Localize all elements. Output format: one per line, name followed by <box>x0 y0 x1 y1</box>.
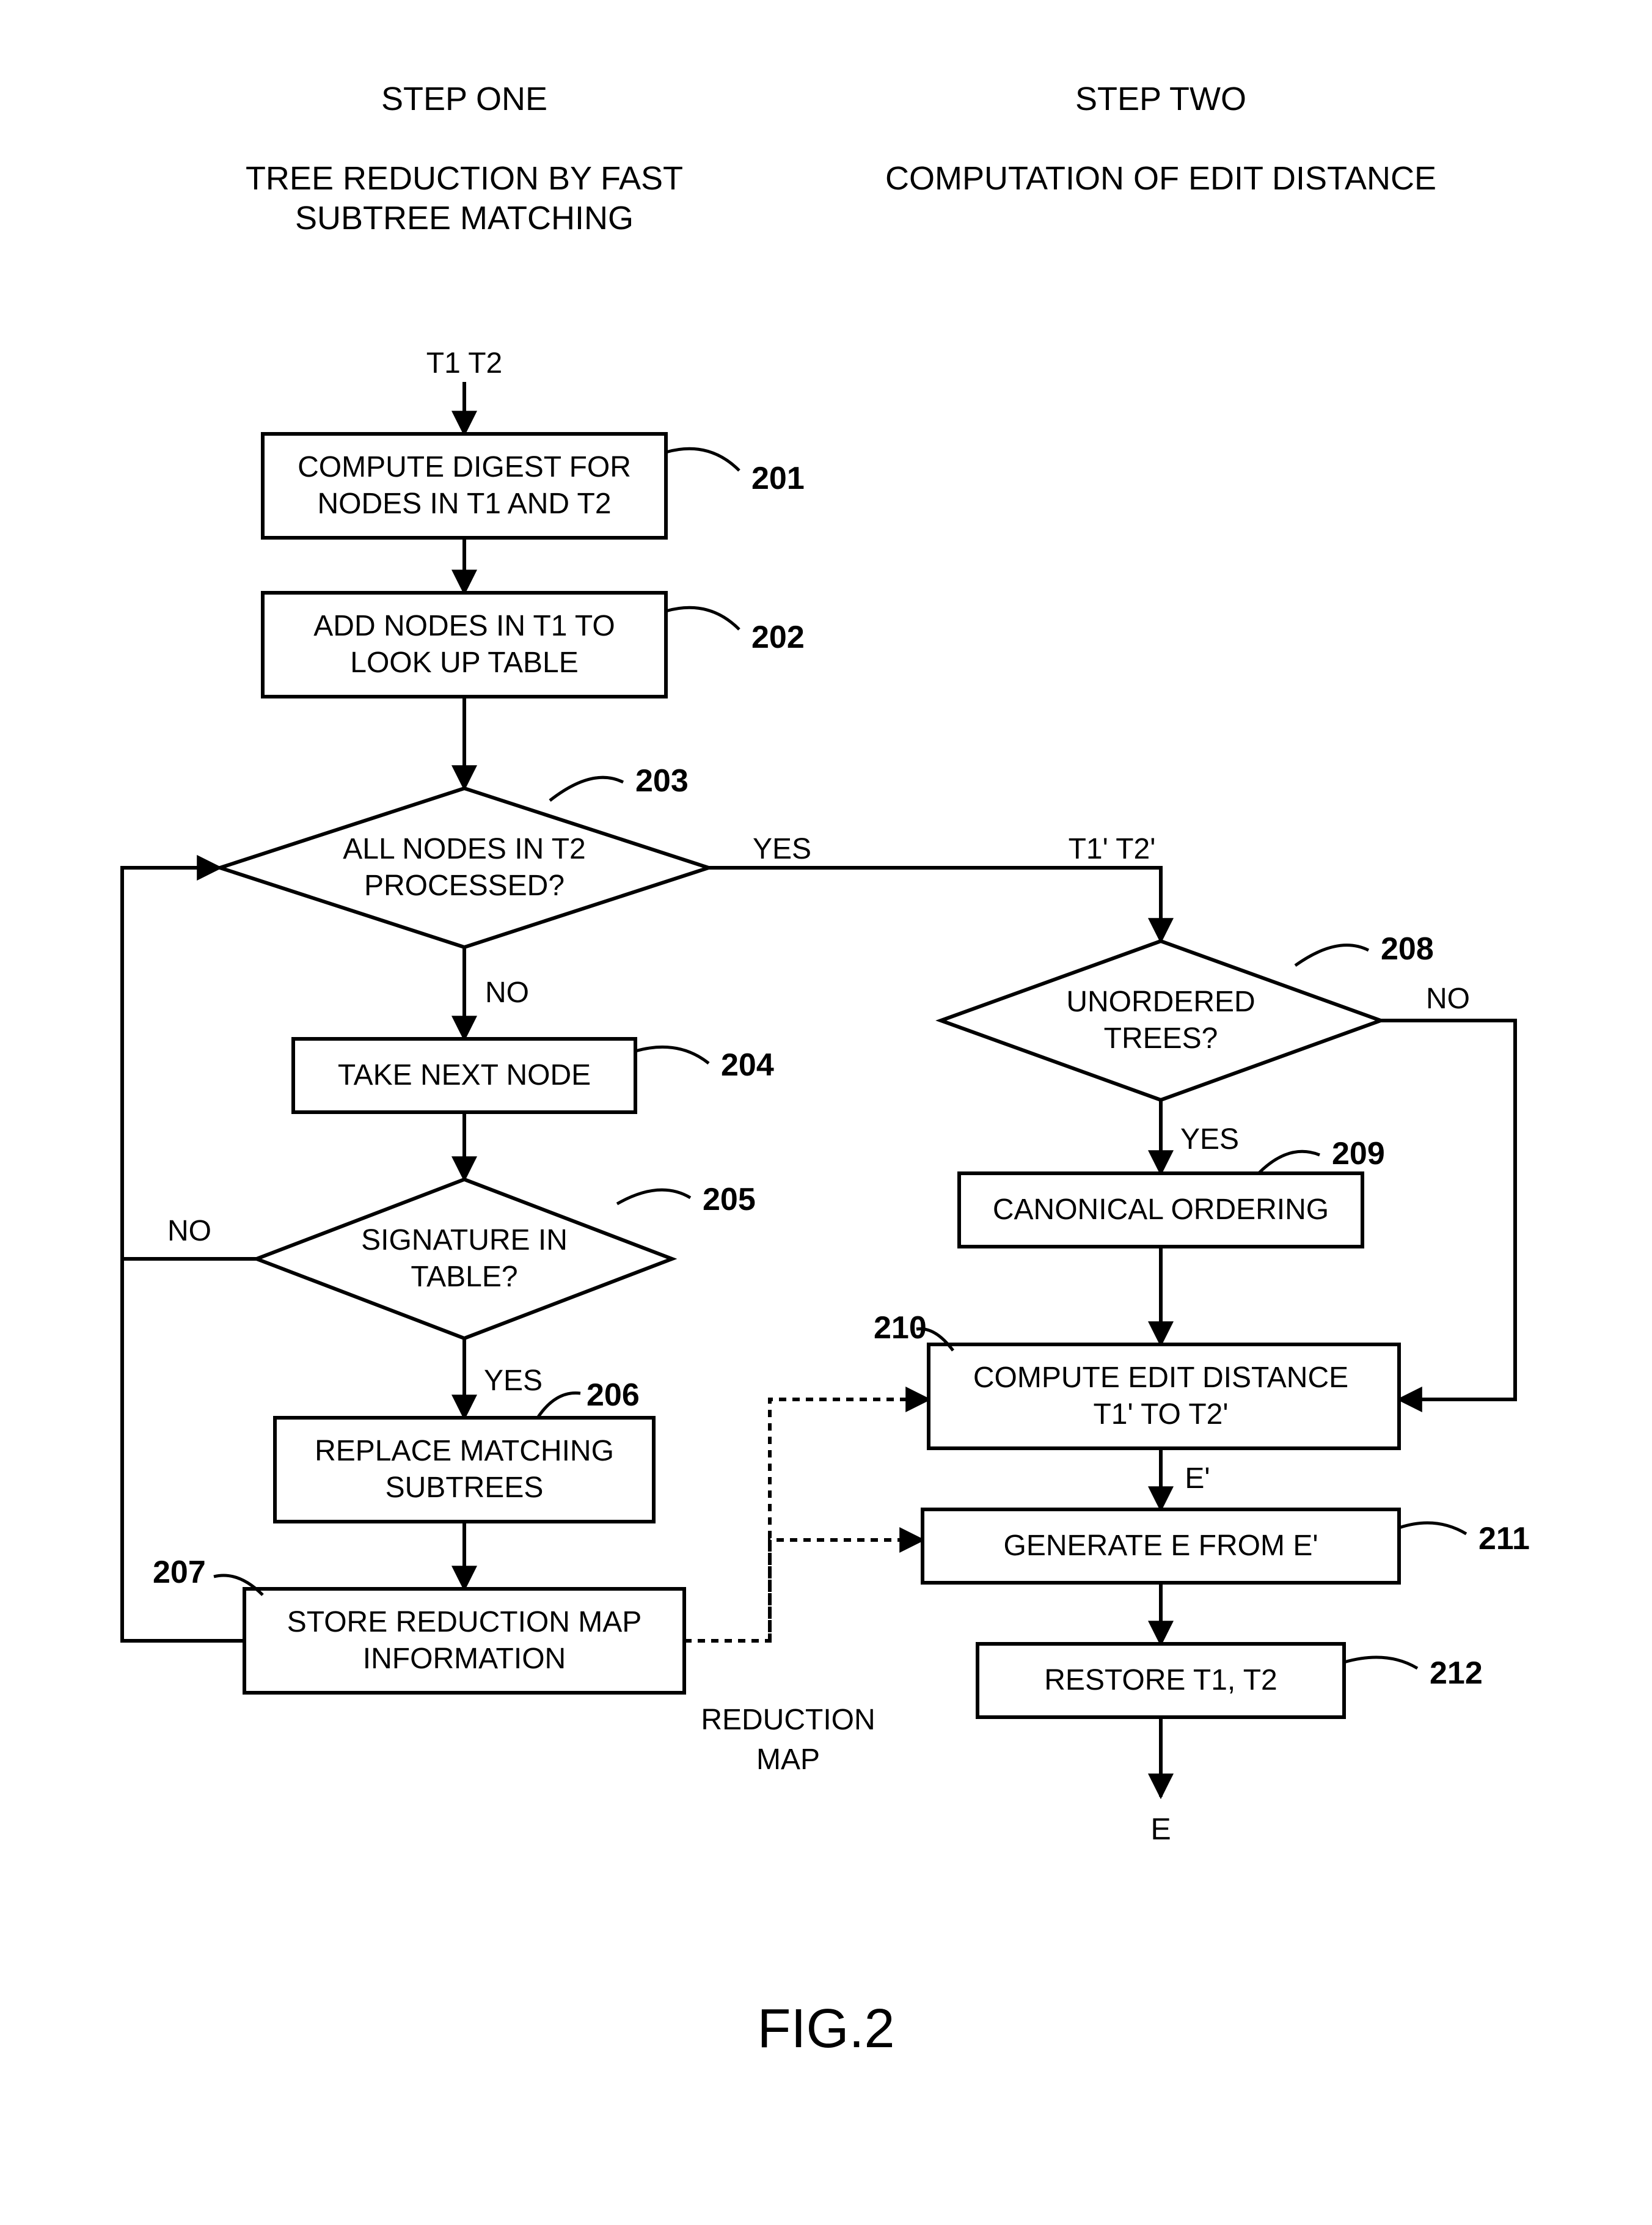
ref-212: 212 <box>1430 1655 1483 1691</box>
callout-202 <box>666 607 739 629</box>
node-201-l1: COMPUTE DIGEST FOR <box>298 451 631 483</box>
figure-caption: FIG.2 <box>757 1998 894 2059</box>
ref-205: 205 <box>703 1182 756 1217</box>
node-208-l2: TREES? <box>1104 1022 1218 1055</box>
input-t1p-t2p: T1' T2' <box>1069 833 1156 865</box>
node-206 <box>275 1418 654 1522</box>
callout-208 <box>1295 945 1369 966</box>
callout-212 <box>1344 1657 1417 1668</box>
label-eprime: E' <box>1185 1462 1210 1495</box>
label-205-no: NO <box>167 1215 211 1247</box>
ref-204: 204 <box>721 1047 774 1083</box>
callout-201 <box>666 449 739 471</box>
node-209-l1: CANONICAL ORDERING <box>993 1193 1329 1226</box>
node-210-l1: COMPUTE EDIT DISTANCE <box>973 1362 1348 1394</box>
ref-203: 203 <box>635 763 689 799</box>
node-207 <box>244 1589 684 1693</box>
ref-206: 206 <box>587 1377 640 1413</box>
ref-201: 201 <box>751 461 805 496</box>
node-210-l2: T1' TO T2' <box>1093 1398 1228 1431</box>
node-202-l2: LOOK UP TABLE <box>350 647 579 679</box>
callout-209 <box>1259 1151 1320 1173</box>
ref-209: 209 <box>1332 1136 1385 1171</box>
node-208 <box>941 941 1381 1100</box>
ref-207: 207 <box>153 1555 206 1590</box>
node-205 <box>257 1179 672 1338</box>
callout-204 <box>635 1047 709 1063</box>
edge-203-yes <box>709 868 1161 941</box>
input-t1-t2: T1 T2 <box>426 347 503 379</box>
node-208-l1: UNORDERED <box>1066 986 1255 1018</box>
edge-redmap-2 <box>770 1540 923 1641</box>
heading-step-one-sub2: SUBTREE MATCHING <box>295 200 634 236</box>
node-206-l1: REPLACE MATCHING <box>315 1435 614 1467</box>
node-205-l2: TABLE? <box>411 1261 517 1293</box>
node-203-l2: PROCESSED? <box>364 870 565 902</box>
label-203-yes: YES <box>753 833 811 865</box>
heading-step-two: STEP TWO <box>1075 81 1246 117</box>
node-207-l2: INFORMATION <box>363 1643 566 1675</box>
ref-202: 202 <box>751 620 805 655</box>
label-redmap-1: REDUCTION <box>701 1704 875 1736</box>
node-202-l1: ADD NODES IN T1 TO <box>313 610 615 642</box>
label-208-yes: YES <box>1180 1123 1239 1156</box>
node-212-l1: RESTORE T1, T2 <box>1044 1664 1277 1696</box>
callout-203 <box>550 777 623 801</box>
node-211-l1: GENERATE E FROM E' <box>1004 1530 1318 1562</box>
heading-step-two-sub: COMPUTATION OF EDIT DISTANCE <box>885 160 1436 197</box>
heading-step-one-sub1: TREE REDUCTION BY FAST <box>246 160 683 197</box>
label-203-no: NO <box>485 977 529 1009</box>
callout-205 <box>617 1190 690 1204</box>
callout-211 <box>1399 1523 1466 1534</box>
node-210 <box>929 1344 1399 1448</box>
node-203 <box>220 788 709 947</box>
label-208-no: NO <box>1426 983 1470 1015</box>
node-206-l2: SUBTREES <box>386 1472 544 1504</box>
label-e: E <box>1150 1812 1171 1846</box>
label-redmap-2: MAP <box>756 1743 820 1776</box>
ref-208: 208 <box>1381 931 1434 967</box>
node-202 <box>263 593 666 697</box>
node-207-l1: STORE REDUCTION MAP <box>287 1606 642 1638</box>
edge-205-no-loop <box>122 868 257 1259</box>
node-203-l1: ALL NODES IN T2 <box>343 833 585 865</box>
edge-redmap-1 <box>684 1399 929 1641</box>
node-205-l1: SIGNATURE IN <box>361 1224 568 1256</box>
label-205-yes: YES <box>484 1365 543 1397</box>
ref-211: 211 <box>1478 1521 1530 1556</box>
node-204-l1: TAKE NEXT NODE <box>338 1059 591 1091</box>
heading-step-one: STEP ONE <box>381 81 547 117</box>
callout-206 <box>538 1393 580 1418</box>
node-201 <box>263 434 666 538</box>
node-201-l2: NODES IN T1 AND T2 <box>317 488 611 520</box>
